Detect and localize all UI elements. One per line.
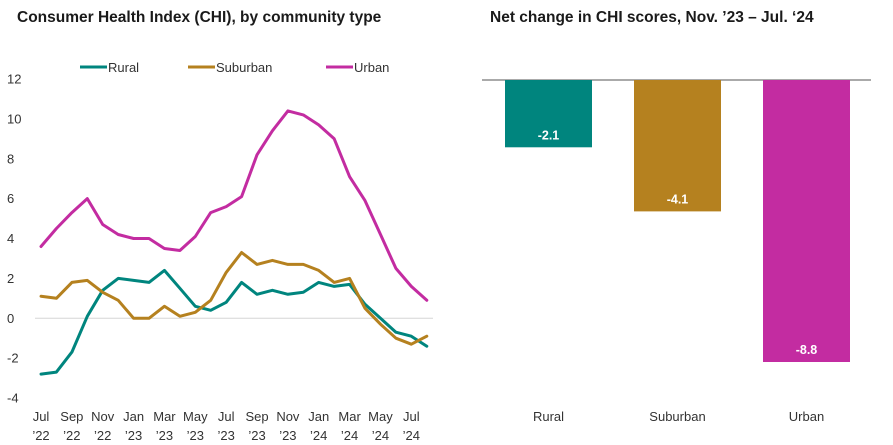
x-tick-month-label: Nov (91, 409, 115, 424)
x-tick-year-label: ’23 (279, 428, 296, 443)
x-tick-year-label: ’24 (403, 428, 420, 443)
legend-label-suburban: Suburban (216, 60, 272, 75)
x-tick-month-label: Sep (60, 409, 83, 424)
x-tick-month-label: Jan (123, 409, 144, 424)
bar-value-label: -8.8 (796, 343, 818, 357)
x-tick-year-label: ’23 (248, 428, 265, 443)
x-tick-year-label: ’22 (63, 428, 80, 443)
series-line-rural (39, 268, 429, 376)
x-tick-year-label: ’23 (187, 428, 204, 443)
y-tick-label: 2 (7, 271, 14, 286)
x-tick-month-label: Jan (308, 409, 329, 424)
y-tick-label: 0 (7, 311, 14, 326)
line-chart-title: Consumer Health Index (CHI), by communit… (17, 9, 382, 26)
y-tick-label: 8 (7, 151, 14, 166)
x-tick-month-label: Mar (338, 409, 361, 424)
y-tick-label: 6 (7, 191, 14, 206)
x-tick-year-label: ’24 (310, 428, 327, 443)
bar-category-label: Suburban (649, 409, 705, 424)
bar-chart-title: Net change in CHI scores, Nov. ’23 – Jul… (490, 9, 814, 26)
legend-label-rural: Rural (108, 60, 139, 75)
x-tick-month-label: Mar (153, 409, 176, 424)
x-tick-year-label: ’24 (372, 428, 389, 443)
x-tick-month-label: May (183, 409, 208, 424)
bar-rural (505, 80, 592, 148)
x-tick-month-label: Nov (276, 409, 300, 424)
x-tick-month-label: Jul (218, 409, 235, 424)
y-tick-label: 10 (7, 111, 21, 126)
y-tick-label: 12 (7, 72, 21, 87)
bar-urban (763, 80, 850, 362)
x-tick-month-label: Jul (33, 409, 50, 424)
series-line-urban (39, 109, 429, 302)
series-line-suburban (39, 251, 429, 346)
x-tick-year-label: ’23 (217, 428, 234, 443)
line-chart: 12 10 8 6 4 2 0 -2 -4 Jul ’22 Sep ’22 Nov ’22 Jan ’23 Mar… (7, 60, 433, 443)
x-tick-year-label: ’24 (341, 428, 358, 443)
y-tick-label: 4 (7, 231, 14, 246)
bar-chart: -2.1 Rural -4.1 Suburban -8.8 Urban (482, 79, 871, 424)
bar-category-label: Rural (533, 409, 564, 424)
bar-suburban (634, 80, 721, 212)
y-tick-label: -2 (7, 351, 19, 366)
y-tick-label: -4 (7, 391, 19, 406)
x-tick-month-label: Jul (403, 409, 420, 424)
x-tick-year-label: ’22 (94, 428, 111, 443)
x-tick-month-label: Sep (245, 409, 268, 424)
legend-label-urban: Urban (354, 60, 389, 75)
bar-value-label: -4.1 (667, 192, 689, 206)
bar-value-label: -2.1 (538, 128, 560, 142)
x-tick-month-label: May (368, 409, 393, 424)
x-tick-year-label: ’22 (32, 428, 49, 443)
x-tick-year-label: ’23 (156, 428, 173, 443)
bar-category-label: Urban (789, 409, 824, 424)
x-tick-year-label: ’23 (125, 428, 142, 443)
